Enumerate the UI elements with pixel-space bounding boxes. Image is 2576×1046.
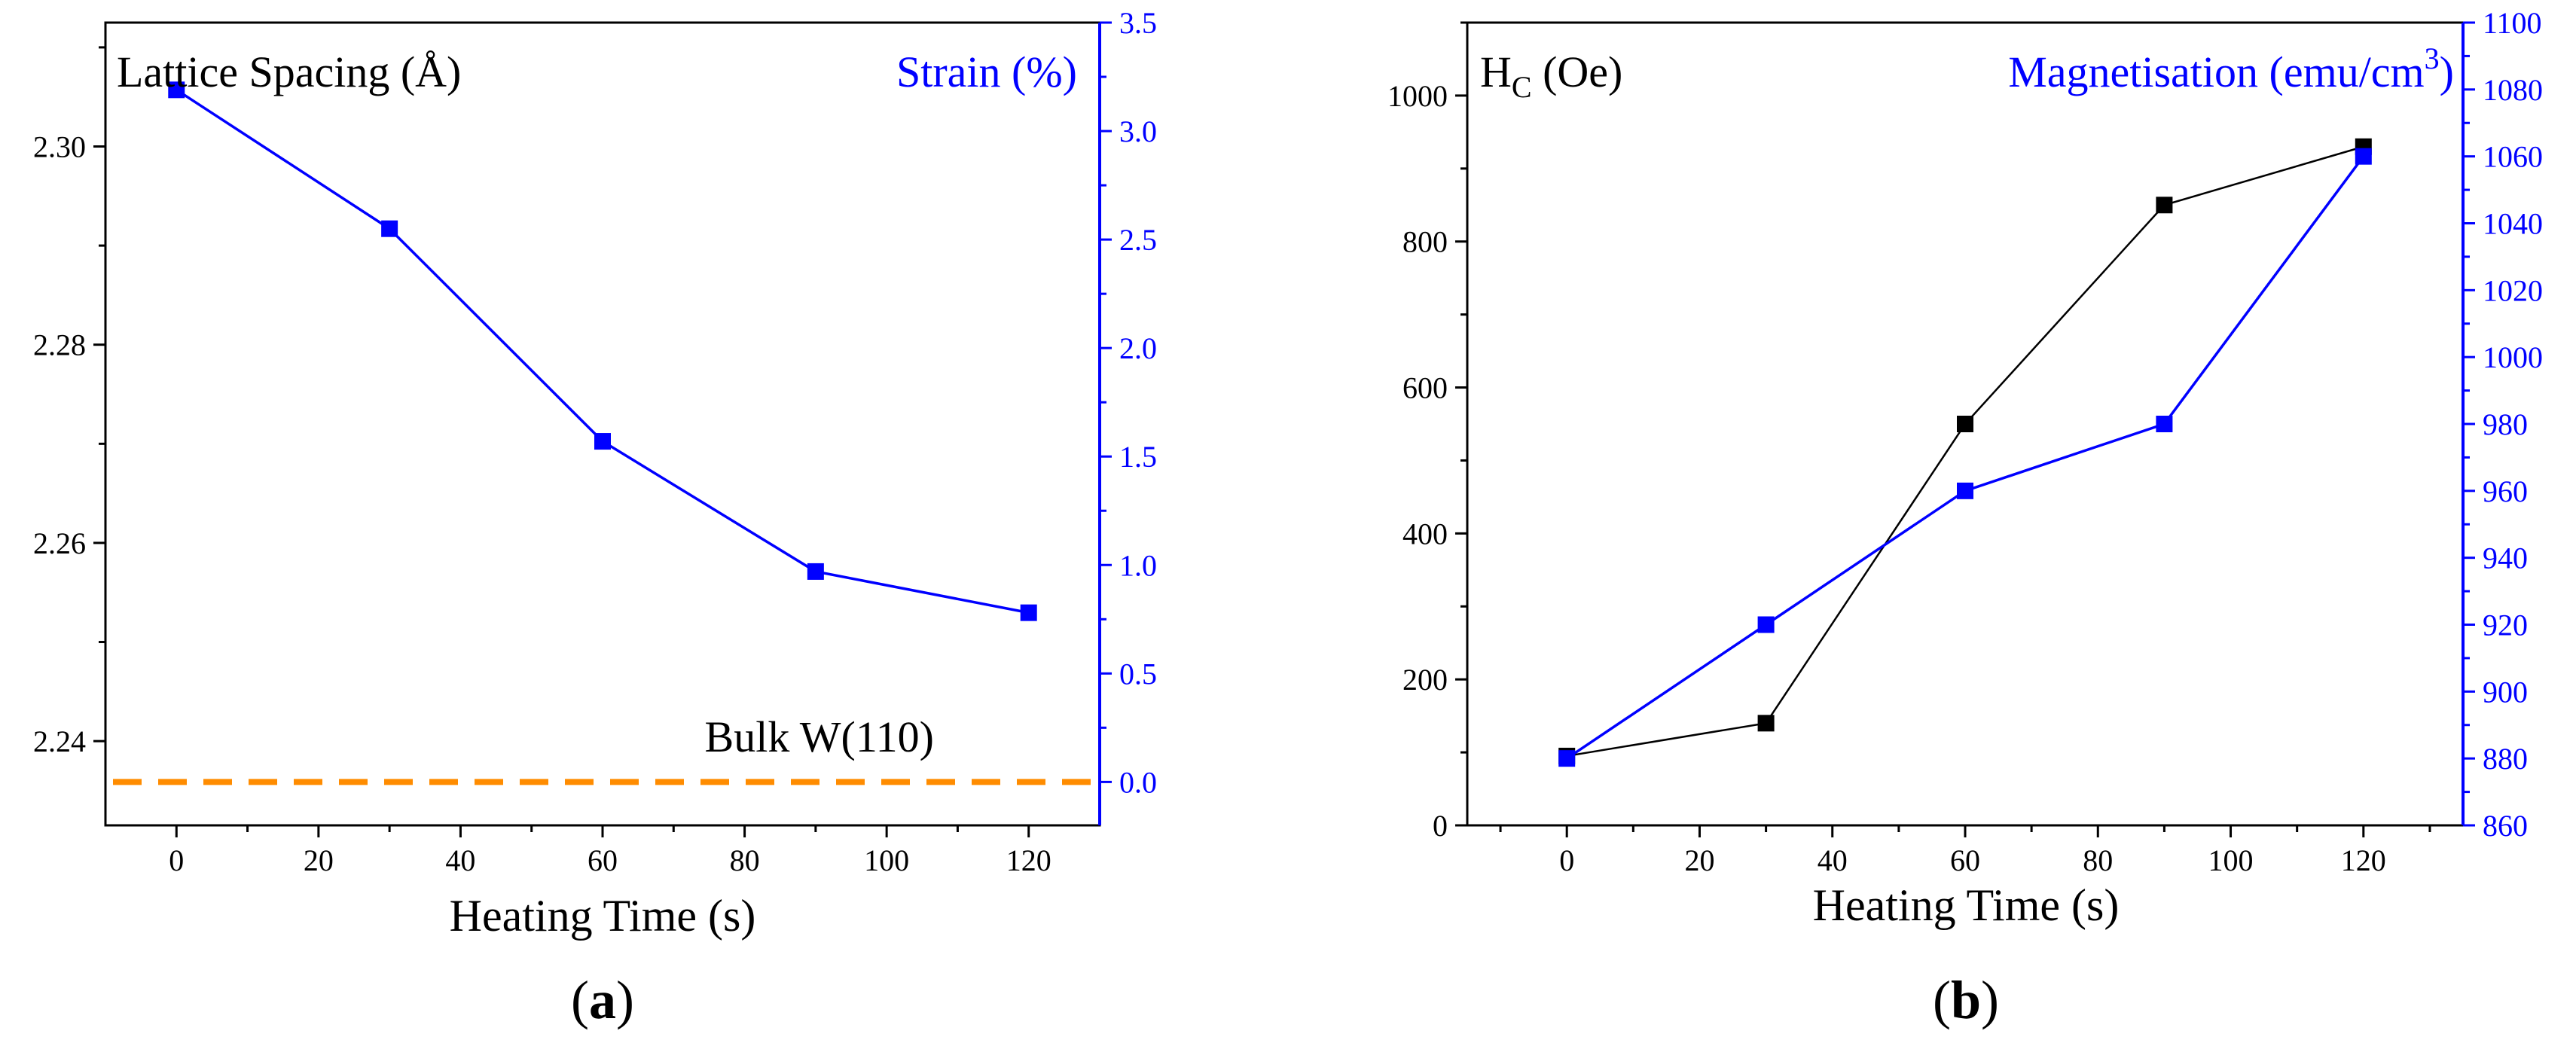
panel-b-series-magnetisation-point: [1957, 482, 1973, 499]
panel-b-right-tick-label: 920: [2483, 608, 2528, 642]
panel-a-series-strain-line: [175, 88, 1030, 614]
panel-b-x-tick-label: 40: [1818, 843, 1848, 877]
panel-b-series-hc-point: [1757, 715, 1775, 732]
panel-b-series-hc-point: [2156, 197, 2173, 214]
panel-b-right-tick-label: 960: [2483, 474, 2528, 508]
panel-b-right-tick-label: 1100: [2483, 6, 2542, 40]
panel-b-right-tick-label: 1080: [2483, 73, 2543, 107]
panel-a-right-tick-label: 1.5: [1119, 440, 1157, 474]
panel-a-left-tick-label: 2.28: [33, 328, 86, 362]
panel-b-series-magnetisation-point: [2355, 148, 2372, 165]
panel-a-right-tick-label: 3.5: [1119, 6, 1157, 40]
panel-a-x-tick-label: 80: [730, 843, 760, 877]
panel-b-right-tick-label: 1000: [2483, 340, 2543, 374]
panel-b-right-tick-label: 860: [2483, 809, 2528, 843]
panel-a-caption: (a): [571, 970, 634, 1030]
panel-b-x-axis-label: Heating Time (s): [1813, 880, 2120, 930]
panel-a-series-strain-point: [168, 81, 185, 99]
panel-b-x-tick-label: 120: [2341, 843, 2386, 877]
panel-a-left-axis-label: Lattice Spacing (Å): [117, 47, 461, 96]
panel-b-right-tick-label: 940: [2483, 541, 2528, 575]
panel-a-series-strain-point: [807, 563, 824, 580]
panel-b-series-magnetisation-point: [2156, 416, 2173, 432]
panel-b-x-tick-label: 20: [1684, 843, 1714, 877]
panel-a-right-tick-label: 0.0: [1119, 765, 1157, 799]
panel-b-series-magnetisation-point: [1558, 750, 1576, 767]
panel-b-caption: (b): [1933, 970, 1999, 1030]
panel-a-right-tick-label: 1.0: [1119, 548, 1157, 582]
panel-a-right-tick-label: 2.5: [1119, 223, 1157, 257]
panel-a-x-tick-label: 60: [588, 843, 618, 877]
panel-a-plot-frame: [104, 21, 1101, 827]
panel-b-right-tick-label: 900: [2483, 675, 2528, 709]
panel-b-x-tick-label: 60: [1950, 843, 1980, 877]
panel-b-x-tick-label: 0: [1559, 843, 1574, 877]
panel-a-right-tick-label: 2.0: [1119, 331, 1157, 365]
panel-b-series-magnetisation-point: [1757, 616, 1775, 633]
panel-b-right-axis-label: Magnetisation (emu/cm3): [2008, 41, 2454, 96]
panel-a-x-tick-label: 40: [445, 843, 475, 877]
panel-a-series-strain-point: [594, 433, 611, 450]
panel-b-x-tick-label: 80: [2083, 843, 2113, 877]
panel-a-x-tick-label: 120: [1006, 843, 1051, 877]
panel-a: 0 20 40 60 80 100 120 2.24 2.26 2.28 2.30 0.0 0.5 1.0…: [33, 6, 1157, 1030]
panel-b-left-tick-label: 0: [1433, 809, 1448, 843]
panel-a-right-tick-label: 3.0: [1119, 114, 1157, 148]
panel-b-left-tick-label: 400: [1402, 517, 1448, 550]
panel-b-right-tick-label: 1040: [2483, 207, 2543, 241]
panel-a-series-strain-point: [1020, 604, 1037, 621]
panel-b-right-tick-label: 1020: [2483, 273, 2543, 307]
panel-b: 0 20 40 60 80 100 120 0 200 400 600 800 1000 860 880 90…: [1387, 6, 2543, 1030]
panel-b-series-magnetisation-line: [1566, 155, 2365, 760]
panel-a-x-tick-label: 100: [864, 843, 909, 877]
panel-b-right-tick-label: 980: [2483, 407, 2528, 441]
panel-b-series-hc-line: [1566, 145, 2364, 758]
panel-b-left-tick-label: 800: [1402, 225, 1448, 259]
panel-b-left-axis-label: HC (Oe): [1480, 47, 1622, 104]
panel-a-reference-label: Bulk W(110): [705, 712, 934, 761]
panel-b-left-tick-label: 1000: [1387, 79, 1448, 113]
panel-a-left-tick-label: 2.26: [33, 526, 86, 560]
panel-b-left-tick-label: 200: [1402, 663, 1448, 697]
panel-b-right-tick-label: 880: [2483, 742, 2528, 776]
panel-a-left-tick-label: 2.24: [33, 724, 86, 758]
panel-a-left-tick-label: 2.30: [33, 130, 86, 164]
panel-a-x-axis-label: Heating Time (s): [450, 891, 756, 941]
panel-a-right-tick-label: 0.5: [1119, 657, 1157, 691]
panel-a-x-tick-label: 20: [304, 843, 334, 877]
panel-a-series-strain-point: [381, 220, 398, 237]
panel-b-left-tick-label: 600: [1402, 371, 1448, 405]
panel-b-x-tick-label: 100: [2208, 843, 2254, 877]
panel-a-right-axis-label: Strain (%): [896, 47, 1077, 96]
panel-a-x-tick-label: 0: [169, 843, 184, 877]
panel-b-series-hc-point: [1957, 416, 1973, 432]
panel-b-right-tick-label: 1060: [2483, 140, 2543, 174]
